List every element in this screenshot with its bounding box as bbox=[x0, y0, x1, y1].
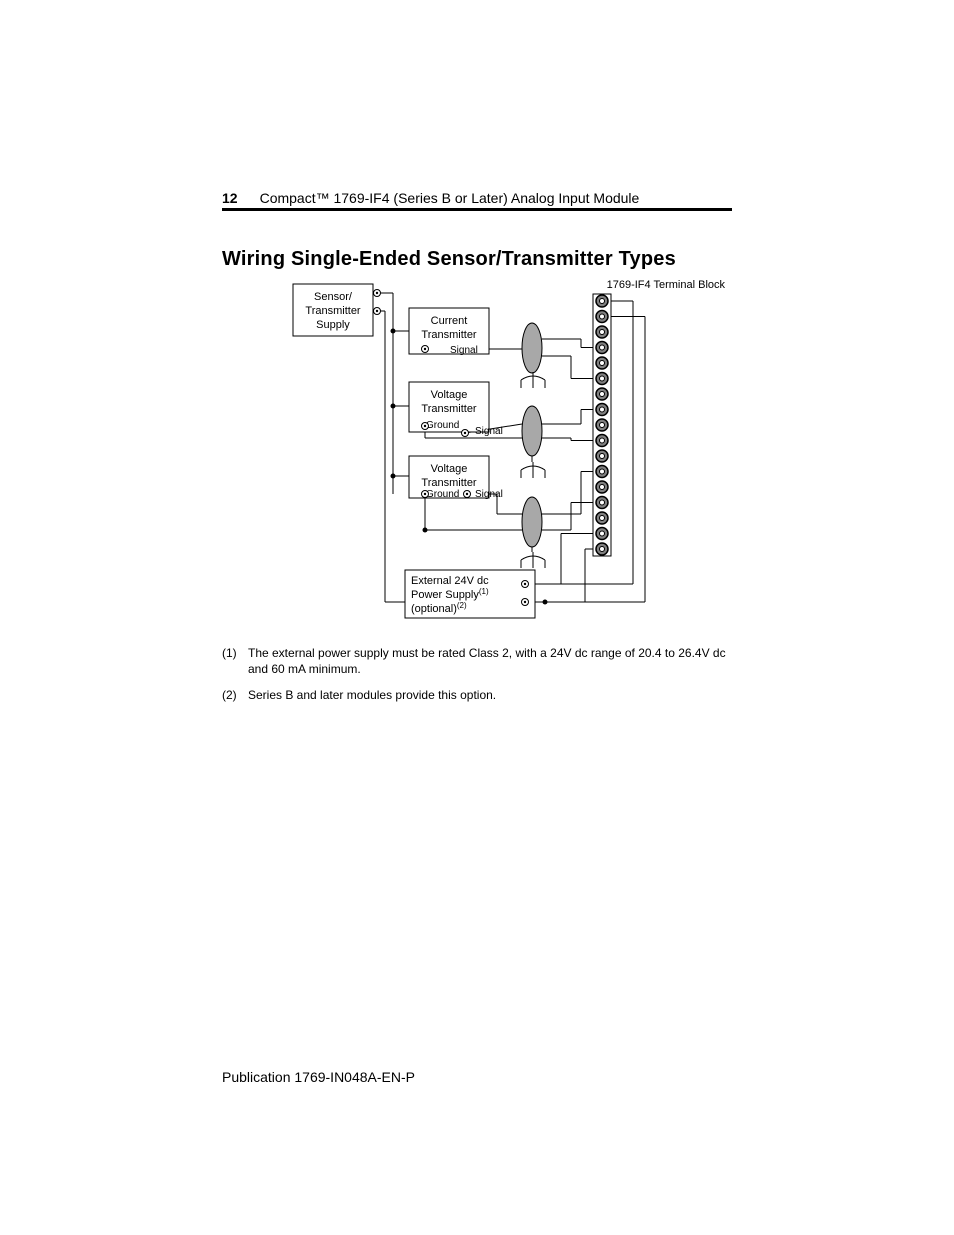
svg-text:Transmitter: Transmitter bbox=[421, 329, 477, 341]
footnote-num: (1) bbox=[222, 645, 248, 677]
svg-text:Transmitter: Transmitter bbox=[421, 477, 477, 489]
footnote-num: (2) bbox=[222, 687, 248, 703]
svg-text:Voltage: Voltage bbox=[431, 463, 468, 475]
page-number: 12 bbox=[222, 190, 238, 206]
footnote-1: (1) The external power supply must be ra… bbox=[222, 645, 732, 677]
wiring-diagram: 1769-IF4 Terminal Block Sensor/Transmitte… bbox=[285, 276, 733, 622]
svg-text:Ground: Ground bbox=[426, 420, 459, 431]
svg-text:Transmitter: Transmitter bbox=[421, 403, 477, 415]
svg-text:Power Supply(1): Power Supply(1) bbox=[411, 587, 489, 601]
svg-text:Voltage: Voltage bbox=[431, 389, 468, 401]
running-header: 12 Compact™ 1769-IF4 (Series B or Later)… bbox=[222, 190, 732, 206]
footnote-text: The external power supply must be rated … bbox=[248, 645, 732, 677]
header-rule bbox=[222, 208, 732, 211]
footnote-2: (2) Series B and later modules provide t… bbox=[222, 687, 732, 703]
svg-text:Transmitter: Transmitter bbox=[305, 305, 361, 317]
footnotes: (1) The external power supply must be ra… bbox=[222, 645, 732, 714]
svg-text:1769-IF4 Terminal Block: 1769-IF4 Terminal Block bbox=[607, 279, 726, 291]
header-title: Compact™ 1769-IF4 (Series B or Later) An… bbox=[260, 190, 640, 206]
section-heading: Wiring Single-Ended Sensor/Transmitter T… bbox=[222, 248, 676, 271]
footnote-text: Series B and later modules provide this … bbox=[248, 687, 732, 703]
svg-text:Ground: Ground bbox=[426, 489, 459, 500]
publication-id: Publication 1769-IN048A-EN-P bbox=[222, 1069, 415, 1085]
svg-text:Signal: Signal bbox=[475, 489, 503, 500]
svg-text:Signal: Signal bbox=[475, 426, 503, 437]
svg-text:Supply: Supply bbox=[316, 319, 350, 331]
svg-text:Signal: Signal bbox=[450, 345, 478, 356]
svg-text:Current: Current bbox=[431, 315, 468, 327]
svg-text:Sensor/: Sensor/ bbox=[314, 291, 353, 303]
svg-text:External 24V dc: External 24V dc bbox=[411, 575, 489, 587]
